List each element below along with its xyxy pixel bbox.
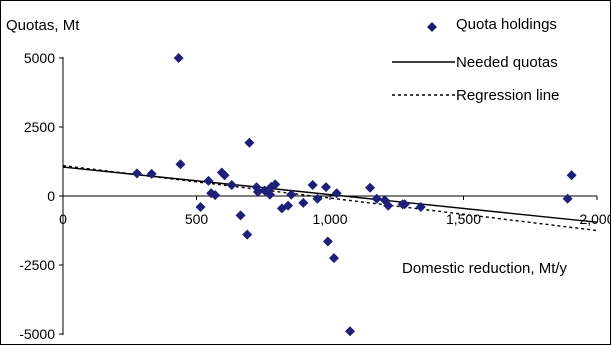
quota-holding-point — [329, 253, 340, 264]
quota-holding-point — [210, 190, 221, 201]
x-tick-label: 500 — [185, 211, 209, 227]
x-axis-label: Domestic reduction, Mt/y — [402, 260, 568, 277]
quota-holding-point — [146, 168, 157, 179]
y-tick-label: 0 — [47, 188, 55, 204]
quota-holding-point — [264, 189, 275, 200]
quota-holding-point — [244, 137, 255, 148]
quota-holding-point — [298, 197, 309, 208]
y-tick-label: -2500 — [19, 257, 55, 273]
legend-label-quota-holdings: Quota holdings — [456, 16, 557, 33]
quota-holding-point — [283, 200, 294, 211]
quota-holding-point — [175, 159, 186, 170]
quota-holding-point — [226, 179, 237, 190]
x-tick-label: 1,500 — [446, 211, 481, 227]
quota-holding-point — [219, 170, 230, 181]
quota-holding-point — [242, 229, 253, 240]
quota-holding-point — [365, 182, 376, 193]
quota-holding-point — [331, 188, 342, 199]
quota-holding-point — [415, 202, 426, 213]
legend: Quota holdings Needed quotas Regression … — [392, 16, 559, 104]
quota-holding-point — [195, 202, 206, 213]
quota-holding-point — [286, 189, 297, 200]
quota-holding-point — [307, 179, 318, 190]
quota-holding-point — [320, 182, 331, 193]
quota-holding-point — [383, 200, 394, 211]
quota-holding-point — [399, 199, 410, 210]
quota-holding-point — [345, 326, 356, 337]
quota-holding-point — [566, 170, 577, 181]
y-tick-label: 5000 — [24, 50, 55, 66]
y-axis-label: Quotas, Mt — [6, 17, 80, 34]
quota-holding-point — [270, 179, 281, 190]
quota-holding-point — [203, 175, 214, 186]
quota-holding-point — [312, 193, 323, 204]
quota-holding-point — [562, 193, 573, 204]
y-tick-label: -5000 — [19, 326, 55, 342]
legend-label-needed-quotas: Needed quotas — [456, 54, 558, 71]
quota-holding-point — [131, 168, 142, 179]
x-tick-label: 1,000 — [312, 211, 347, 227]
quota-holding-point — [322, 236, 333, 247]
legend-label-regression-line: Regression line — [456, 87, 559, 104]
quota-holding-point — [371, 193, 382, 204]
data-points — [131, 53, 577, 337]
x-tick-label: 2,000 — [579, 211, 611, 227]
x-tick-label: 0 — [59, 211, 67, 227]
y-tick-label: 2500 — [24, 119, 55, 135]
quota-holding-point — [252, 186, 263, 197]
quota-holding-point — [235, 210, 246, 221]
quota-holding-point — [173, 53, 184, 63]
axes: 5000 2500 0 -2500 -5000 0 500 1,000 1,500 2,000 — [19, 50, 611, 342]
legend-diamond-marker — [427, 22, 437, 32]
